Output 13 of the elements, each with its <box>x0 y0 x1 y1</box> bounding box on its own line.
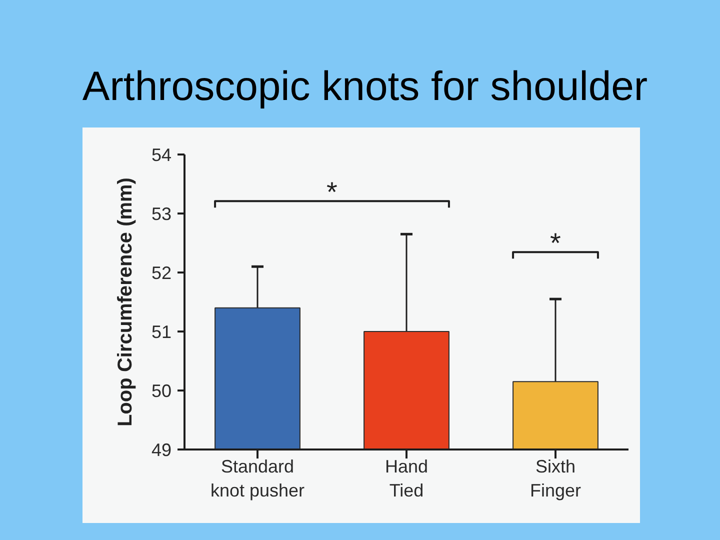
y-tick-label: 54 <box>151 145 172 165</box>
y-tick-label: 53 <box>151 204 172 224</box>
y-tick-label: 49 <box>151 440 172 460</box>
y-tick-label: 51 <box>151 322 172 342</box>
y-tick-label: 50 <box>151 381 172 401</box>
y-axis-title: Loop Circumference (mm) <box>114 178 136 426</box>
annotation: * <box>326 176 338 208</box>
x-tick-label: Hand Tied <box>384 456 428 500</box>
annotation: * <box>550 228 562 259</box>
x-tick-label: Sixth Finger <box>530 456 582 500</box>
x-tick-label: Standard knot pusher <box>210 456 305 500</box>
chart-title: Arthroscopic knots for shoulder <box>81 62 649 109</box>
y-tick-label: 52 <box>151 263 172 283</box>
